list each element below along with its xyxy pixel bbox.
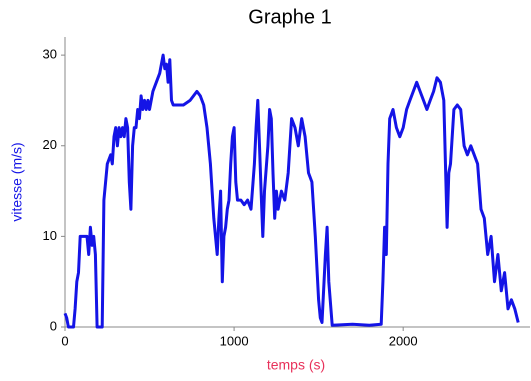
y-tick-label: 20	[43, 137, 57, 152]
x-tick-label: 0	[61, 333, 68, 348]
chart-title: Graphe 1	[248, 6, 331, 28]
y-tick-label: 0	[50, 318, 57, 333]
x-tick-label: 2000	[389, 333, 418, 348]
y-tick-label: 30	[43, 47, 57, 62]
x-tick-label: 1000	[220, 333, 249, 348]
y-tick-label: 10	[43, 228, 57, 243]
x-axis-label: temps (s)	[267, 357, 325, 373]
y-axis-label: vitesse (m/s)	[9, 142, 25, 221]
data-line	[63, 53, 520, 329]
